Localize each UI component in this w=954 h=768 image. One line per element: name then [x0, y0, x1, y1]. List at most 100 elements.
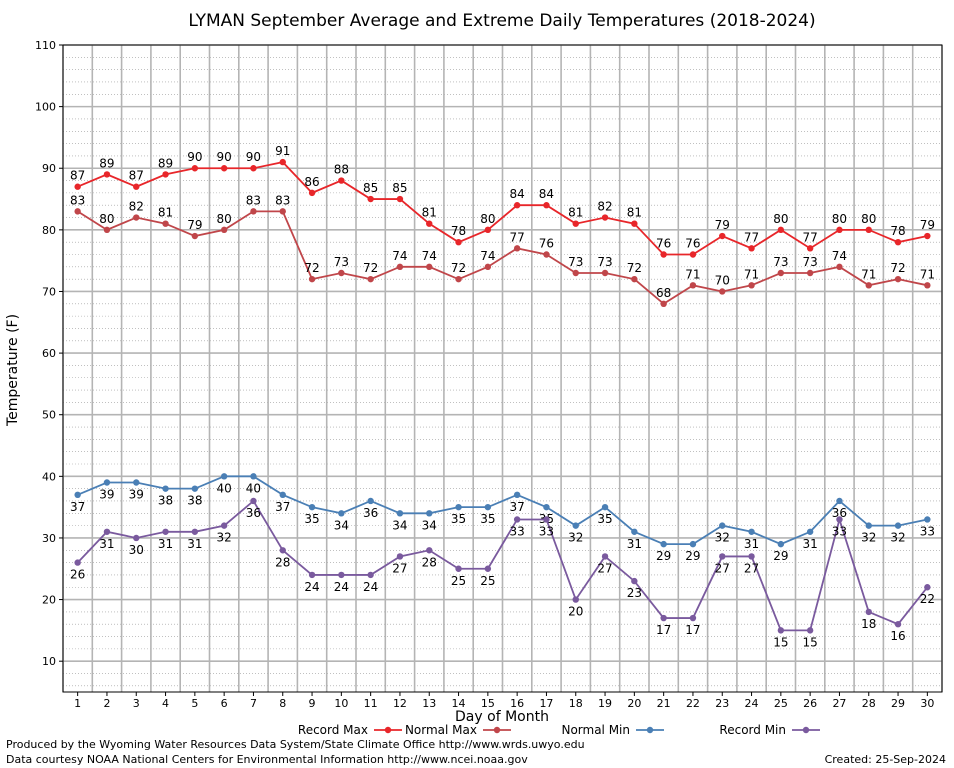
normal-max-data-label: 71 — [920, 267, 935, 281]
record-max-data-label: 85 — [363, 181, 378, 195]
normal-min-point — [894, 522, 902, 529]
normal-max-data-label: 74 — [480, 249, 495, 263]
normal-max-line — [77, 210, 928, 305]
y-tick-label: 50 — [42, 409, 56, 422]
record-max-data-label: 80 — [773, 212, 788, 226]
normal-max-point — [513, 245, 521, 252]
record-min-point — [865, 608, 872, 616]
record-max-point — [455, 238, 462, 246]
normal-max-data-label: 77 — [510, 230, 525, 244]
normal-min-data-label: 40 — [246, 481, 261, 495]
normal-max-data-label: 72 — [363, 261, 378, 275]
record-min-data-label: 27 — [744, 561, 759, 575]
normal-min-data-label: 40 — [217, 481, 232, 495]
normal-max-point — [133, 214, 140, 221]
normal-max-point — [894, 275, 902, 283]
record-min-data-label: 17 — [656, 623, 671, 637]
record-min-point — [162, 528, 169, 535]
normal-min-point — [513, 491, 521, 499]
record-max-point — [338, 177, 345, 184]
record-min-legend-label: Record Min — [719, 723, 786, 737]
record-max-data-label: 90 — [246, 150, 261, 164]
record-max-data-label: 84 — [539, 187, 554, 201]
normal-min-point — [543, 503, 550, 511]
record-min-data-label: 20 — [568, 605, 583, 619]
record-min-point — [601, 553, 609, 560]
y-tick-label: 60 — [42, 347, 56, 360]
normal-max-data-label: 71 — [744, 267, 759, 281]
record-min-point — [426, 547, 433, 554]
record-min-point — [396, 553, 404, 560]
record-min-point — [220, 522, 228, 529]
normal-max-data-label: 73 — [773, 255, 788, 269]
record-max-point — [865, 226, 872, 234]
normal-min-data-label: 29 — [656, 549, 671, 563]
record-min-data-label: 25 — [451, 574, 466, 588]
normal-min-data-label: 39 — [99, 487, 114, 501]
record-min-data-label: 24 — [334, 580, 349, 594]
record-min-data-label: 22 — [920, 592, 935, 606]
record-min-line — [76, 499, 929, 632]
record-min-point — [338, 571, 345, 579]
normal-min-data-label: 32 — [568, 531, 583, 545]
normal-min-data-label: 31 — [627, 537, 642, 551]
normal-max-data-label: 81 — [158, 206, 173, 220]
record-max-point — [103, 171, 111, 178]
normal-min-point — [250, 473, 257, 480]
record-max-data-label: 81 — [422, 206, 437, 220]
record-max-point — [220, 165, 228, 172]
x-tick-label: 5 — [191, 697, 198, 710]
normal-min-data-label: 29 — [773, 549, 788, 563]
record-min-point — [631, 577, 638, 585]
normal-min-point — [455, 503, 462, 511]
record-min-point — [367, 571, 374, 579]
x-axis-label: Day of Month — [455, 709, 549, 725]
normal-max-point — [924, 282, 931, 289]
normal-max-data-label: 74 — [832, 249, 847, 263]
record-max-data-label: 77 — [744, 230, 759, 244]
normal-max-point — [543, 251, 550, 258]
normal-max-data-label: 83 — [275, 193, 290, 207]
record-min-data-label: 27 — [392, 561, 407, 575]
normal-min-legend-label: Normal Min — [561, 723, 630, 737]
record-min-data-label: 31 — [99, 537, 114, 551]
normal-min-point — [601, 503, 609, 511]
x-tick-label: 29 — [891, 697, 905, 710]
y-tick-label: 20 — [42, 594, 56, 607]
normal-min-data-label: 29 — [685, 549, 700, 563]
normal-min-point — [308, 503, 316, 511]
normal-max-data-label: 74 — [392, 249, 407, 263]
record-min-data-label: 26 — [70, 568, 85, 582]
record-min-data-label: 24 — [363, 580, 378, 594]
record-min-point — [484, 565, 492, 572]
record-max-data-label: 90 — [187, 150, 202, 164]
record-max-data-label: 87 — [70, 169, 85, 183]
data-source-credit: Data courtesy NOAA National Centers for … — [6, 753, 528, 766]
x-tick-label: 1 — [74, 697, 81, 710]
record-min-point — [74, 559, 81, 566]
x-tick-label: 10 — [334, 697, 348, 710]
normal-max-point — [426, 263, 433, 271]
record-min-data-label: 31 — [187, 537, 202, 551]
record-min-point — [543, 516, 550, 523]
normal-max-point — [250, 208, 257, 215]
y-tick-label: 100 — [35, 101, 56, 114]
record-min-legend-marker — [802, 726, 810, 734]
normal-max-point — [660, 300, 667, 307]
record-max-data-label: 79 — [715, 218, 730, 232]
record-min-data-label: 15 — [773, 635, 788, 649]
record-max-point — [777, 226, 785, 234]
normal-min-point — [162, 485, 169, 492]
normal-min-data-label: 35 — [597, 512, 612, 526]
plot-frame — [62, 44, 943, 693]
normal-min-data-label: 37 — [70, 500, 85, 514]
record-min-data-label: 33 — [539, 524, 554, 538]
record-max-point — [689, 251, 697, 258]
normal-min-point — [367, 497, 374, 505]
record-min-point — [748, 553, 755, 560]
normal-min-line — [77, 475, 928, 546]
x-tick-label: 14 — [452, 697, 466, 710]
record-min-point — [719, 553, 726, 560]
record-min-point — [250, 497, 257, 505]
record-max-legend-label: Record Max — [298, 723, 368, 737]
